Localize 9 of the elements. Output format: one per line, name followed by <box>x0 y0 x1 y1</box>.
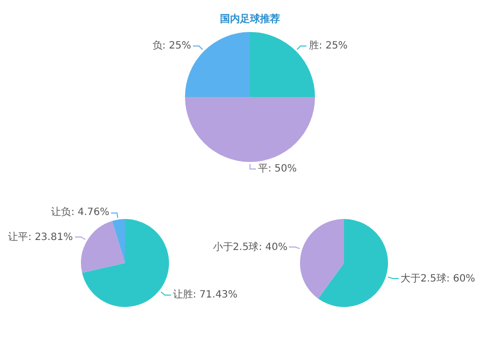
slice-label: 让胜: 71.43% <box>172 288 238 300</box>
slice-label: 小于2.5球: 40% <box>212 240 288 253</box>
chart-title: 国内足球推荐 <box>219 12 281 26</box>
slice-label: 让平: 23.81% <box>8 231 73 244</box>
slice-label: 负: 25% <box>152 40 192 52</box>
slice-label: 让负: 4.76% <box>51 206 110 218</box>
slice-label: 大于2.5球: 60% <box>400 272 476 284</box>
slice-label: 平: 50% <box>258 164 297 175</box>
slice-label: 胜: 25% <box>308 40 348 52</box>
